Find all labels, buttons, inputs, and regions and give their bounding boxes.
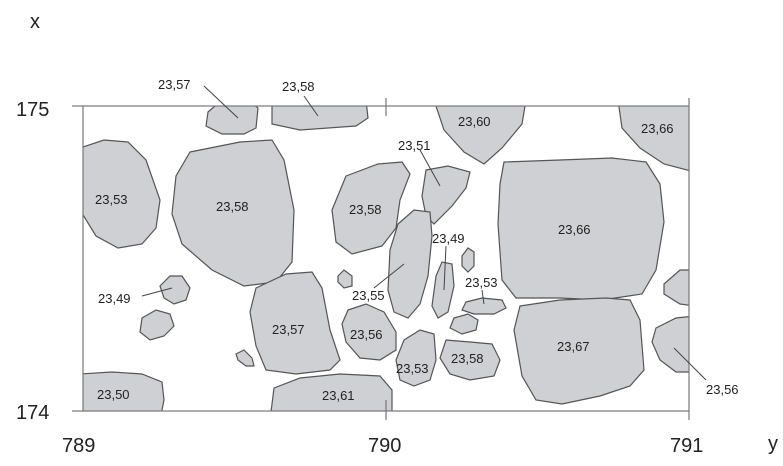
stone-small-c <box>337 269 353 289</box>
leader-s2 <box>303 95 319 117</box>
stone-s10 <box>159 275 191 305</box>
label-s5: 23,53 <box>95 192 128 207</box>
label-s14: 23,57 <box>272 322 305 337</box>
label-s18: 23,67 <box>557 339 590 354</box>
label-s12: 23,49 <box>432 231 465 246</box>
stone-s15 <box>341 303 397 361</box>
y-tick-790: 790 <box>368 435 401 457</box>
x-tick-174: 174 <box>16 402 49 424</box>
stone-s5 <box>83 139 161 249</box>
stone-s4 <box>618 106 689 172</box>
stone-s21 <box>651 316 689 373</box>
stone-s12 <box>431 261 455 319</box>
stone-s18 <box>513 297 645 405</box>
leader-s21 <box>673 347 707 381</box>
label-s2: 23,58 <box>282 79 315 94</box>
stone-s13 <box>461 297 507 315</box>
label-s1: 23,57 <box>158 77 191 92</box>
stone-small-b <box>235 349 255 367</box>
leader-s10 <box>141 287 173 297</box>
label-s19: 23,50 <box>97 387 130 402</box>
label-s16: 23,53 <box>396 361 429 376</box>
stone-s8 <box>421 165 471 225</box>
stone-s16 <box>395 329 437 387</box>
label-s8: 23,51 <box>398 138 431 153</box>
leader-s1 <box>203 85 239 119</box>
y-axis-letter: y <box>768 433 778 455</box>
leader-s12 <box>443 245 447 291</box>
stone-s3 <box>435 106 526 165</box>
label-s4: 23,66 <box>641 121 674 136</box>
label-s3: 23,60 <box>458 114 491 129</box>
x-axis-letter: x <box>30 11 40 33</box>
label-s20: 23,61 <box>322 388 355 403</box>
stone-small-a <box>139 309 175 341</box>
label-s6: 23,58 <box>216 199 249 214</box>
label-s21: 23,56 <box>706 382 739 397</box>
stone-s17 <box>439 339 501 381</box>
stone-s1 <box>205 106 259 135</box>
stone-s2 <box>271 106 369 131</box>
label-s15: 23,56 <box>350 327 383 342</box>
label-s7: 23,58 <box>349 202 382 217</box>
stone-s9 <box>497 157 665 301</box>
stone-s19 <box>83 371 165 411</box>
label-s13: 23,53 <box>465 275 498 290</box>
x-tick-175: 175 <box>16 99 49 121</box>
stone-s13b <box>449 313 479 335</box>
leader-s11 <box>373 263 405 289</box>
label-s17: 23,58 <box>451 351 484 366</box>
y-tick-789: 789 <box>62 435 95 457</box>
label-s10: 23,49 <box>98 291 131 306</box>
label-s9: 23,66 <box>558 222 591 237</box>
stone-s14 <box>249 271 341 375</box>
stone-s20 <box>270 373 393 411</box>
y-tick-791: 791 <box>670 435 703 457</box>
leader-s13 <box>481 289 485 305</box>
stone-s7 <box>331 161 411 255</box>
stones-layer <box>83 106 689 411</box>
stone-s12b <box>461 247 475 273</box>
stone-right-mid <box>663 269 689 306</box>
leader-s8 <box>419 149 441 187</box>
label-s11: 23,55 <box>352 288 385 303</box>
